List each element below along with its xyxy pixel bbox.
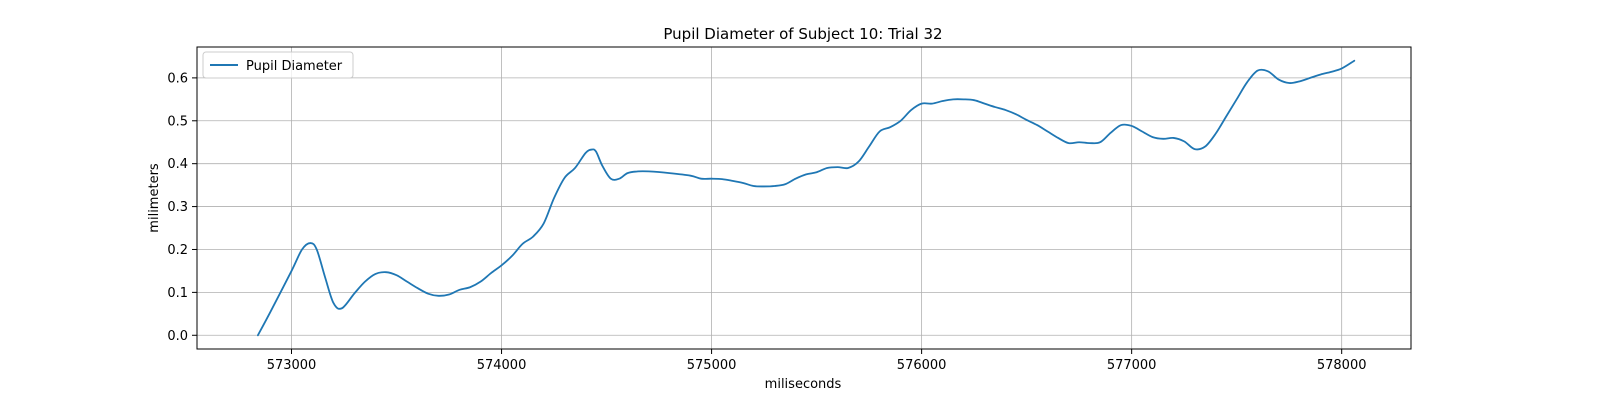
grid-layer	[197, 47, 1411, 349]
x-tick-label: 575000	[687, 358, 737, 373]
y-axis-ticks: 0.0 0.1 0.2 0.3 0.4 0.5 0.6	[167, 71, 197, 344]
y-tick-label: 0.0	[167, 329, 188, 344]
x-tick-label: 577000	[1107, 358, 1157, 373]
y-axis-label: milimeters	[147, 163, 162, 233]
x-axis-label: miliseconds	[765, 377, 842, 392]
y-tick-label: 0.3	[167, 200, 188, 215]
x-tick-label: 573000	[267, 358, 317, 373]
y-tick-label: 0.1	[167, 286, 188, 301]
x-tick-label: 578000	[1317, 358, 1367, 373]
legend: Pupil Diameter	[202, 51, 354, 79]
series-line-pupil-diameter	[257, 59, 1356, 337]
y-tick-label: 0.6	[167, 71, 188, 86]
y-tick-label: 0.2	[167, 243, 188, 258]
legend-box	[202, 51, 354, 79]
x-axis-ticks: 573000 574000 575000 576000 577000 578000	[267, 349, 1367, 373]
y-tick-label: 0.4	[167, 157, 188, 172]
x-tick-label: 576000	[897, 358, 947, 373]
plot-frame	[196, 46, 1412, 350]
series-layer	[257, 59, 1356, 337]
x-tick-label: 574000	[477, 358, 527, 373]
y-tick-label: 0.5	[167, 114, 188, 129]
legend-label-pupil-diameter: Pupil Diameter	[246, 59, 343, 74]
chart-title: Pupil Diameter of Subject 10: Trial 32	[663, 25, 942, 43]
